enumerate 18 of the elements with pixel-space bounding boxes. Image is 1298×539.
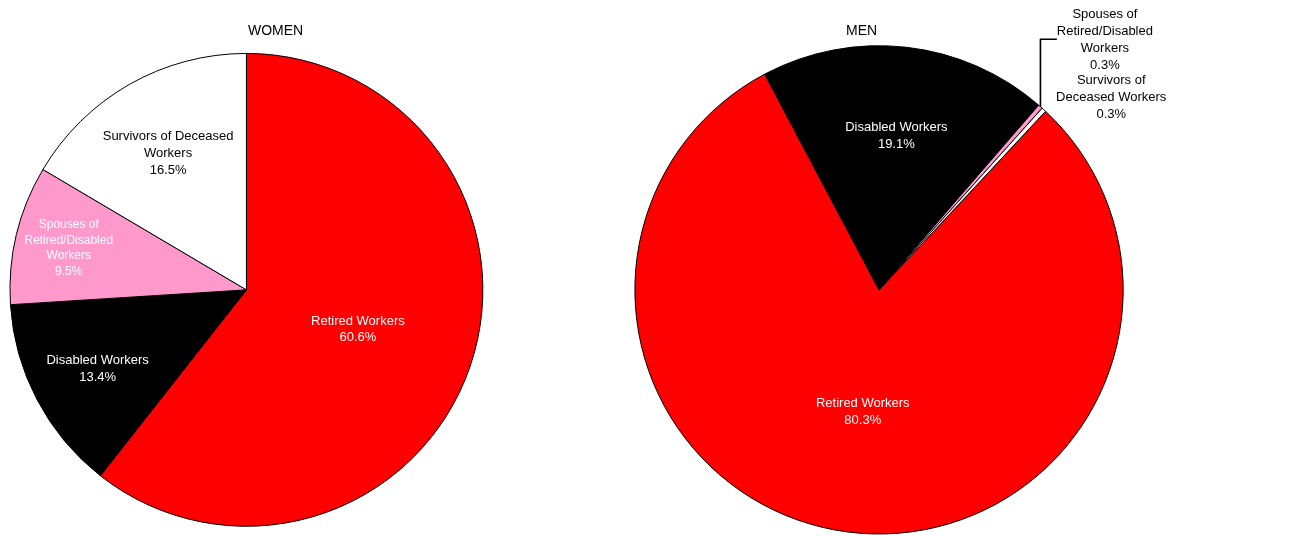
- slice-label: Disabled Workers: [845, 118, 949, 134]
- slice-label: Disabled Workers: [46, 351, 150, 367]
- data-label: 80.3%: [844, 411, 882, 427]
- data-label: 0.3%: [1090, 57, 1121, 73]
- data-label: 13.4%: [79, 368, 117, 384]
- data-label: 9.5%: [55, 263, 83, 278]
- slice-label: Spouses of Retired/Disabled Workers: [24, 216, 114, 263]
- slice-label: Retired Workers: [311, 312, 406, 328]
- slice-label: Retired Workers: [815, 394, 911, 410]
- data-label: 19.1%: [877, 135, 916, 151]
- text: MEN: [846, 22, 878, 38]
- data-label: 16.5%: [149, 161, 187, 177]
- chart-title: WOMEN: [248, 22, 304, 38]
- data-label: 0.3%: [1096, 105, 1127, 121]
- data-label: 60.6%: [339, 329, 377, 345]
- slice-label: Survivors of Deceased Workers: [102, 128, 234, 161]
- slice-label: Spouses of Retired/Disabled Workers: [1056, 6, 1153, 56]
- slice-label: Survivors of Deceased Workers: [1056, 72, 1167, 104]
